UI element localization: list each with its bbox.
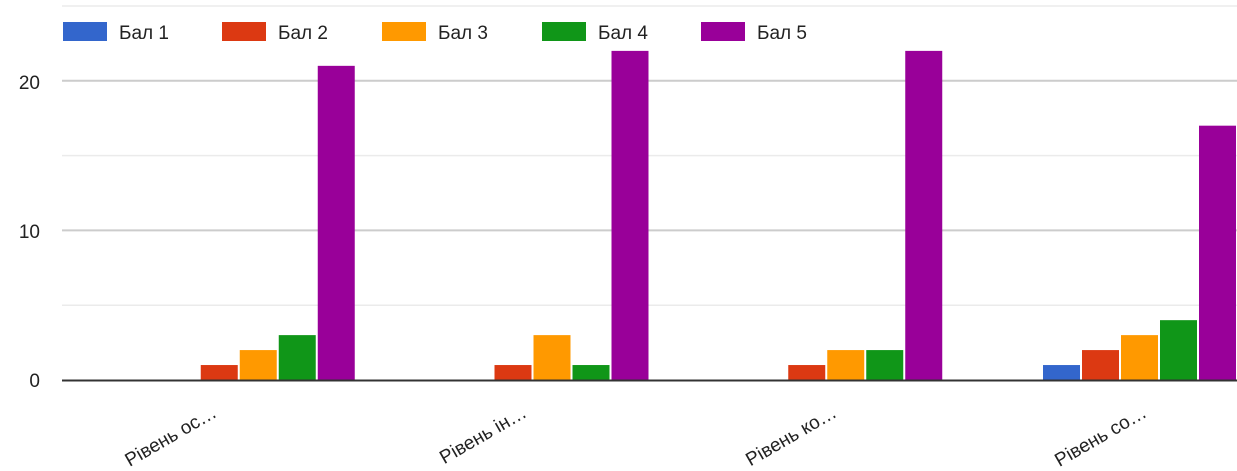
legend-label-bal-4[interactable]: Бал 4 [598,23,648,44]
bar-3-series-2[interactable] [788,365,826,380]
y-tick-label-0: 0 [29,371,40,392]
legend-swatch-bal-4[interactable] [542,22,586,41]
bar-4-series-3[interactable] [1121,335,1158,380]
x-tick-label-3: Рівень со… [1051,402,1150,471]
bar-4-series-5[interactable] [1199,125,1236,381]
x-axis: Рівень ос… Рівень ін… Рівень ко… Рівень … [122,402,1151,471]
legend-label-bal-1[interactable]: Бал 1 [119,23,169,44]
y-tick-label-10: 10 [19,222,40,243]
bar-3-series-5[interactable] [905,50,943,380]
y-axis: 0 10 20 [19,73,40,392]
legend[interactable]: Бал 1 Бал 2 Бал 3 Бал 4 Бал 5 [63,22,807,44]
bar-3-series-4[interactable] [866,350,904,380]
x-tick-label-2: Рівень ко… [742,402,840,471]
bar-2-series-2[interactable] [494,365,532,380]
y-tick-label-20: 20 [19,73,40,94]
legend-label-bal-5[interactable]: Бал 5 [757,23,807,44]
bar-3-series-3[interactable] [827,350,865,380]
bar-2-series-4[interactable] [572,365,610,380]
x-tick-label-0: Рівень ос… [122,402,221,471]
legend-label-bal-2[interactable]: Бал 2 [278,23,328,44]
x-tick-label-1: Рівень ін… [436,402,530,469]
bar-4-series-2[interactable] [1082,350,1119,380]
bar-1-series-4[interactable] [278,335,316,380]
bar-1-series-2[interactable] [200,365,238,380]
legend-swatch-bal-3[interactable] [382,22,426,41]
legend-label-bal-3[interactable]: Бал 3 [438,23,488,44]
gridlines [62,5,1237,306]
legend-swatch-bal-2[interactable] [222,22,266,41]
bar-1-series-3[interactable] [239,350,277,380]
legend-swatch-bal-5[interactable] [701,22,745,41]
legend-swatch-bal-1[interactable] [63,22,107,41]
bar-2-series-3[interactable] [533,335,571,380]
bar-2-series-5[interactable] [611,50,649,380]
bar-4-series-4[interactable] [1160,320,1197,380]
bar-4-series-1[interactable] [1043,365,1080,380]
bars [200,50,1236,381]
bar-1-series-5[interactable] [317,65,355,380]
